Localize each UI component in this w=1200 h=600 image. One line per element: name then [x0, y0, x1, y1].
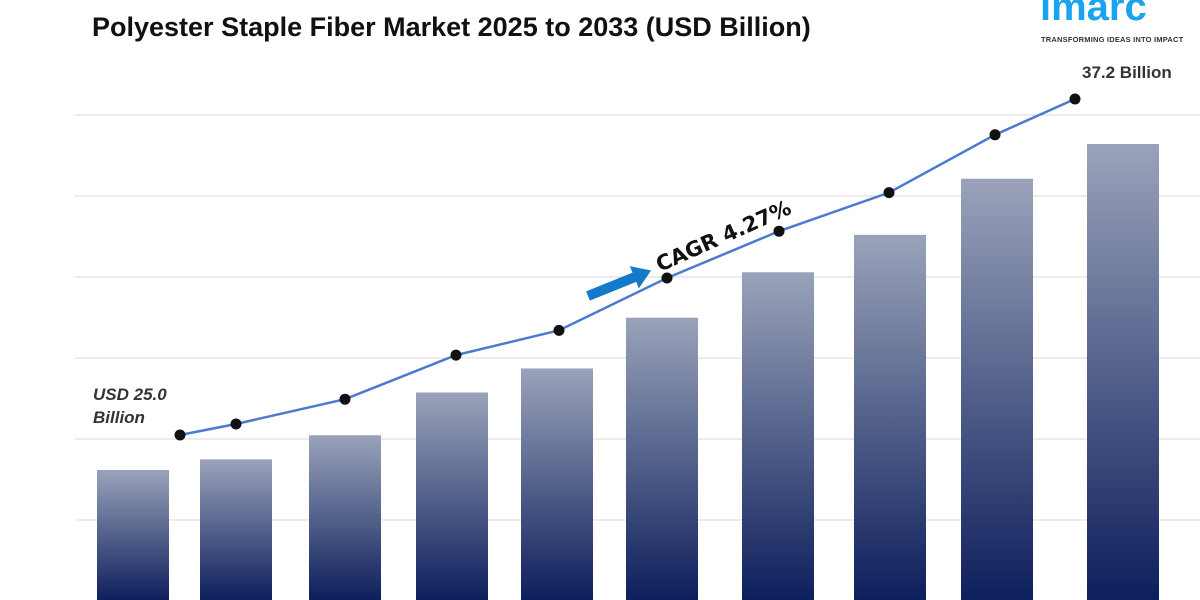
- chart-title: Polyester Staple Fiber Market 2025 to 20…: [92, 12, 811, 42]
- trend-markers: [174, 93, 1081, 441]
- bar: [97, 470, 169, 600]
- bar: [854, 234, 926, 600]
- trend-marker: [1069, 93, 1081, 105]
- trend-marker: [661, 272, 673, 284]
- trend-marker: [339, 393, 351, 405]
- bar: [961, 178, 1033, 600]
- cagr-label: CAGR 4.27%: [652, 196, 794, 277]
- trend-marker: [174, 429, 186, 441]
- trend-marker: [230, 418, 242, 430]
- bar: [200, 459, 272, 600]
- trend-line: [179, 97, 1076, 437]
- bar: [416, 392, 488, 600]
- bar: [626, 317, 698, 600]
- start-label-line1: USD 25.0: [93, 385, 167, 404]
- imarc-logo: imarc TRANSFORMING IDEAS INTO IMPACT: [1040, 0, 1184, 44]
- bar: [521, 368, 593, 600]
- logo-text: imarc: [1040, 0, 1147, 29]
- end-label: 37.2 Billion: [1082, 63, 1172, 82]
- trend-marker: [989, 129, 1001, 141]
- trend-marker: [773, 225, 785, 237]
- bars: [97, 144, 1159, 600]
- trend-marker: [553, 324, 565, 336]
- start-label-line2: Billion: [93, 408, 145, 427]
- cagr-arrow-icon: [586, 266, 652, 301]
- bar: [1087, 144, 1159, 600]
- bar: [742, 272, 814, 600]
- trend-marker: [883, 187, 895, 199]
- trend-marker: [450, 349, 462, 361]
- bar: [309, 435, 381, 600]
- logo-tagline: TRANSFORMING IDEAS INTO IMPACT: [1041, 35, 1184, 44]
